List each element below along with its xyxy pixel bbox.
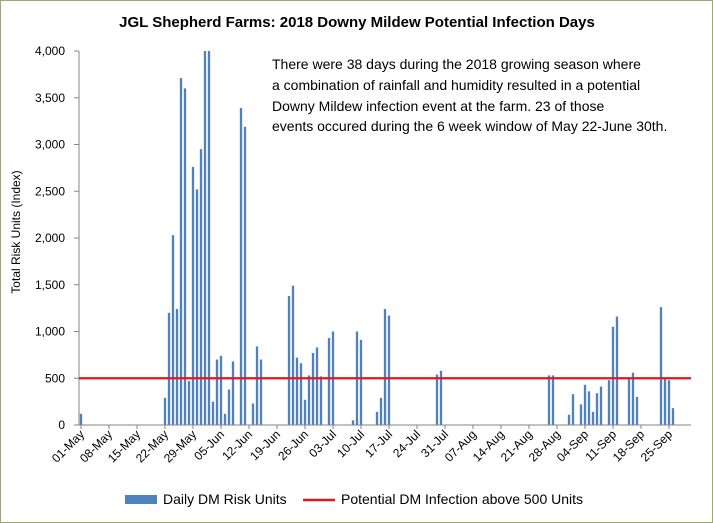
bar	[631, 372, 635, 425]
annotation-line-4: events occured during the 6 week window …	[272, 118, 667, 134]
bar	[319, 376, 323, 425]
bar	[435, 374, 439, 425]
bar	[199, 149, 203, 426]
x-tick-label: 05-Jun	[191, 427, 227, 463]
bar	[211, 401, 215, 425]
bar	[239, 108, 243, 425]
x-tick-label: 12-Jun	[219, 427, 255, 463]
axes	[78, 51, 691, 426]
x-tick-label: 04-Sep	[554, 427, 591, 464]
legend: Daily DM Risk Units Potential DM Infecti…	[125, 491, 583, 507]
bar	[295, 357, 299, 425]
bar	[219, 355, 223, 425]
x-tick-label: 17-Jul	[362, 427, 395, 460]
bar	[607, 380, 611, 425]
bar	[179, 78, 183, 426]
bar	[79, 413, 83, 425]
x-tick-label: 24-Jul	[390, 427, 423, 460]
bar	[307, 375, 311, 425]
bar	[171, 235, 175, 425]
y-tick-label: 2,500	[35, 184, 65, 198]
y-tick-label: 500	[45, 371, 65, 385]
bar	[227, 389, 231, 425]
bar	[223, 413, 227, 425]
bar	[375, 411, 379, 425]
bar	[379, 397, 383, 425]
bar	[311, 353, 315, 425]
y-tick-label: 1,500	[35, 278, 65, 292]
bar	[163, 397, 167, 425]
bar	[567, 414, 571, 425]
legend-bar-swatch	[125, 495, 157, 504]
annotation-line-2: a combination of rainfall and humidity r…	[272, 77, 640, 93]
bar	[551, 375, 555, 425]
bar	[327, 338, 331, 425]
bar	[571, 394, 575, 425]
bar	[203, 51, 207, 425]
annotation-line-3: Downy Mildew infection event at the farm…	[272, 98, 604, 114]
annotation-line-1: There were 38 days during the 2018 growi…	[272, 56, 641, 72]
bar	[243, 126, 247, 426]
bar	[583, 384, 587, 425]
bar	[659, 307, 663, 425]
bar	[591, 411, 595, 425]
bar	[215, 359, 219, 425]
x-tick-label: 03-Jul	[306, 427, 339, 460]
y-axis-ticks: 0 500 1,000 1,500 2,000 2,500 3,000 3,500 4,000	[35, 44, 79, 432]
bar	[579, 404, 583, 425]
bar	[207, 51, 211, 425]
bar	[251, 403, 255, 425]
y-tick-label: 3,000	[35, 138, 65, 152]
bar	[351, 420, 355, 425]
bar	[635, 396, 639, 425]
y-tick-label: 2,000	[35, 231, 65, 245]
legend-bar-label: Daily DM Risk Units	[163, 491, 287, 507]
bar	[303, 399, 307, 425]
bar	[183, 88, 187, 426]
bar	[231, 361, 235, 425]
bar	[167, 312, 171, 425]
bar-series	[79, 51, 675, 426]
bar	[615, 316, 619, 425]
bar	[315, 347, 319, 425]
bar	[299, 363, 303, 425]
bar	[439, 370, 443, 425]
annotation-text: There were 38 days during the 2018 growi…	[272, 56, 667, 134]
bar	[175, 309, 179, 425]
x-tick-label: 25-Sep	[638, 427, 675, 464]
bar	[187, 381, 191, 425]
x-tick-label: 19-Jun	[247, 427, 283, 463]
bar	[595, 393, 599, 425]
bar	[255, 346, 259, 425]
y-tick-label: 0	[58, 418, 65, 432]
x-tick-label: 26-Jun	[275, 427, 311, 463]
legend-line-label: Potential DM Infection above 500 Units	[341, 491, 583, 507]
bar	[663, 379, 667, 425]
bar	[627, 378, 631, 425]
bar	[259, 359, 263, 425]
bar	[287, 295, 291, 425]
bar	[195, 189, 199, 425]
y-tick-label: 4,000	[35, 44, 65, 58]
x-tick-label: 10-Jul	[334, 427, 367, 460]
bar	[383, 309, 387, 425]
bar	[547, 375, 551, 425]
chart-title: JGL Shepherd Farms: 2018 Downy Mildew Po…	[119, 14, 595, 31]
bar	[599, 386, 603, 425]
bar	[671, 408, 675, 425]
x-axis-ticks: 01-May08-May15-May22-May29-May05-Jun12-J…	[49, 425, 675, 465]
bar	[191, 166, 195, 425]
bar	[667, 380, 671, 425]
y-axis-label: Total Risk Units (Index)	[9, 170, 23, 293]
bar	[587, 391, 591, 425]
y-tick-label: 3,500	[35, 91, 65, 105]
bar	[291, 285, 295, 425]
y-tick-label: 1,000	[35, 325, 65, 339]
bar	[611, 326, 615, 425]
bar	[359, 339, 363, 425]
bar	[387, 315, 391, 425]
